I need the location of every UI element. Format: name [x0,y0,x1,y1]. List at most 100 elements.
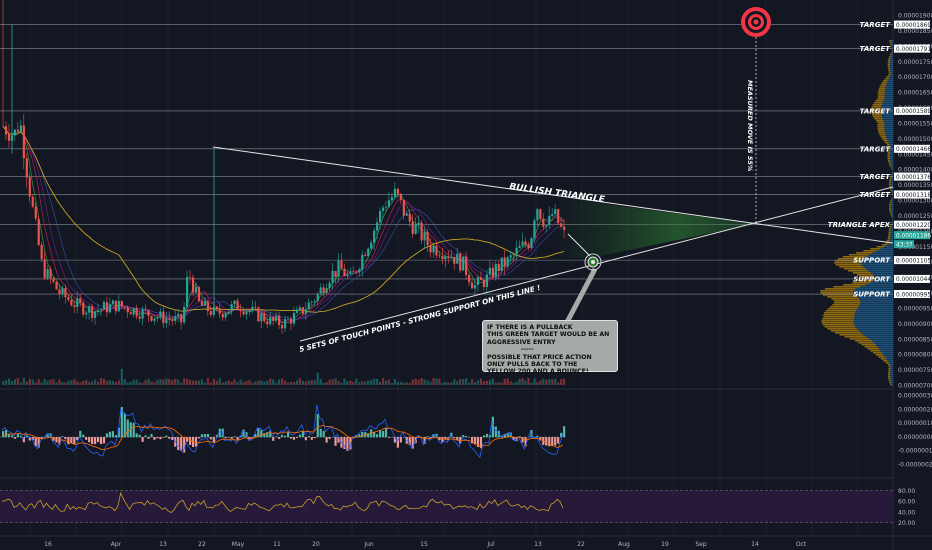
candle-body [284,318,287,329]
candle-body [376,222,379,231]
volume-bar [177,379,180,385]
volume-profile-bar [853,322,893,324]
candle-body [236,300,239,310]
candle-body [482,280,486,287]
volume-profile-bar [887,364,891,366]
macd-histogram-bar [4,429,8,438]
volume-profile-bar [889,382,892,384]
macd-histogram-bar [242,429,245,438]
volume-profile-bar [891,172,893,174]
volume-profile-bar [888,78,893,80]
volume-bar [168,379,171,385]
volume-profile-bar [860,286,893,288]
volume-profile-bar [878,88,886,90]
volume-profile-bar [888,58,891,60]
volume-bar [254,381,257,385]
candle-body [373,230,376,243]
candle-body [34,206,37,219]
candle-body [218,309,221,314]
candle-body [269,316,272,325]
volume-profile-bar [854,314,893,316]
macd-histogram-bar [346,437,349,451]
volume-bar [227,380,230,385]
ema-line [2,125,565,323]
volume-bar [174,378,177,385]
macd-histogram-bar [479,437,483,449]
volume-profile-bar [890,372,893,374]
volume-profile-bar [890,68,893,70]
macd-histogram-bar [114,435,117,438]
volume-bar [275,382,278,385]
macd-histogram-bar [203,434,207,438]
candle-body [423,232,426,241]
volume-profile-bar [888,182,891,184]
callout-leader [562,267,598,328]
macd-histogram-bar [390,437,394,438]
volume-bar [295,380,299,385]
volume-bar [536,382,539,385]
candle-body [378,210,382,223]
time-axis[interactable]: 16 Apr 13 22 May 11 20 Jun 15 Jul 13 22 Aug 19 Sep 14 Oc… [0,535,932,548]
macd-histogram-bar [548,437,551,447]
volume-profile-bar [889,154,893,156]
macd-histogram-bar [2,431,5,438]
price-label-box [894,172,930,181]
resistance-trendline[interactable] [212,146,894,244]
volume-bar [209,382,212,385]
candle-body [497,263,500,271]
macd-histogram-bar [117,427,120,438]
macd-histogram-bar [197,437,201,439]
volume-bar [278,379,281,385]
volume-profile-bar [868,270,893,272]
volume-profile-bar [890,56,893,58]
macd-histogram-bar [286,431,290,438]
macd-histogram-bar [494,426,497,438]
volume-profile-bar [884,130,893,132]
candle-body [298,307,302,310]
price-label-value: 0.00001791 [896,47,931,53]
volume-profile-bar [890,58,893,60]
countdown-box [894,240,914,249]
volume-bar [411,379,414,385]
macd-histogram-bar [506,433,509,438]
volume-profile-bar [883,100,893,102]
candle-body [286,318,290,320]
volume-bar [390,382,394,385]
volume-bar [251,382,254,385]
volume-profile-bar [888,370,891,372]
volume-profile-bar [881,104,893,106]
volume-bar [31,379,34,385]
volume-profile-bar [891,168,893,170]
green-projection-zone [560,198,756,258]
volume-bar [91,381,94,385]
volume-profile-bar [890,166,892,168]
volume-profile-bar [872,104,882,106]
volume-profile-bar [884,90,893,92]
volume-bar [465,378,468,385]
volume-bar [399,381,402,385]
macd-histogram-bar [266,432,269,438]
volume-profile-bar [880,84,887,86]
green-target-marker[interactable] [584,253,602,271]
candle-body [144,308,147,311]
volume-profile-bar [859,276,875,278]
price-axis[interactable]: 0.000019000.000018500.000018000.00001750… [894,13,932,390]
volume-bar [120,368,123,385]
macd-histogram-bar [132,422,135,438]
volume-bar [40,382,43,385]
volume-profile-bar [887,238,891,240]
macd-pane: 0.00000030 0.00000020 0.00000010 0.00000000… [0,393,932,469]
macd-histogram-bar [186,437,189,442]
volume-bar [171,380,174,385]
macd-histogram-bar [432,434,435,438]
volume-bar [7,378,11,385]
volume-profile-bar [887,64,891,66]
red-target-icon[interactable] [741,7,771,37]
volume-profile-bar [888,162,891,164]
candle-body [197,287,201,301]
volume-profile-bar [883,354,893,356]
candle-body [536,209,539,221]
volume-profile-bar [890,52,892,54]
volume-bar [423,379,426,385]
